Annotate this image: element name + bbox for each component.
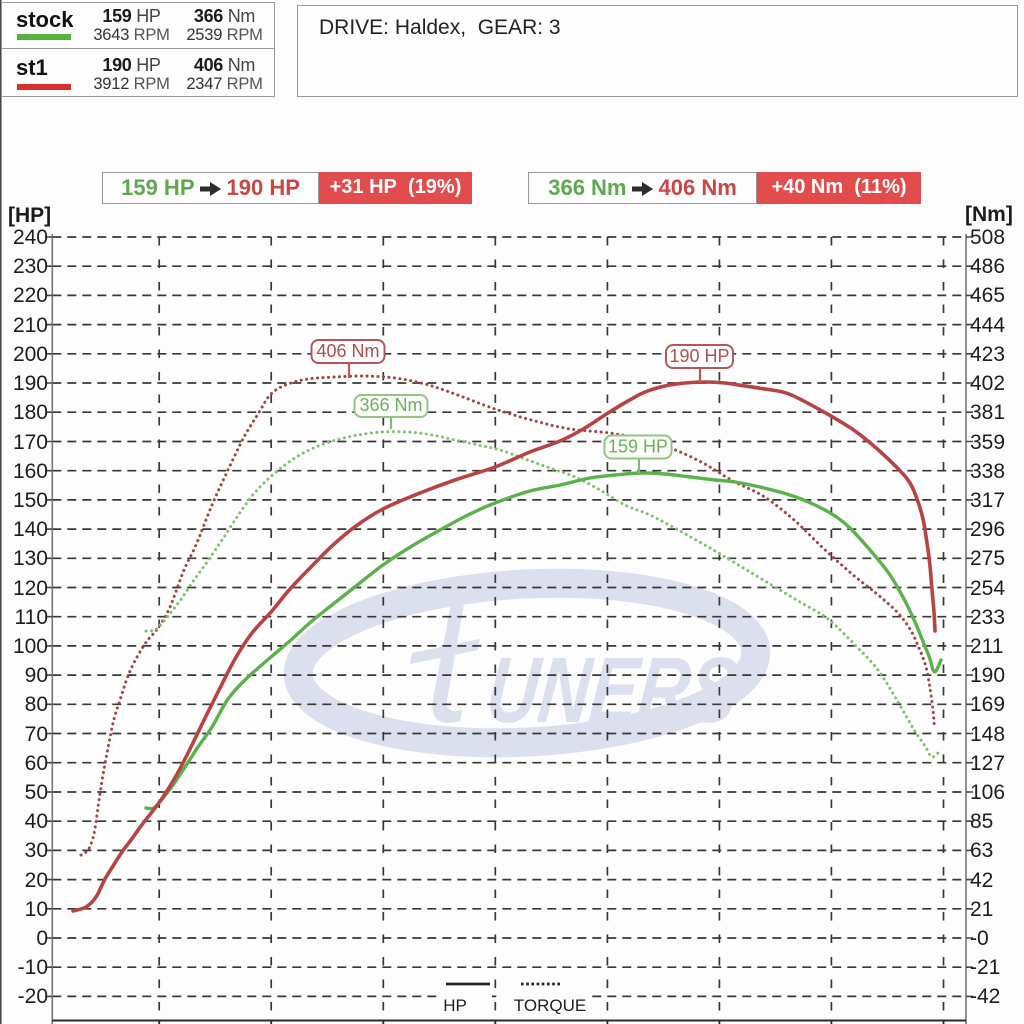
- svg-text:159 HP: 159 HP: [608, 437, 668, 457]
- svg-text:HP: HP: [443, 996, 467, 1015]
- svg-text:366 Nm: 366 Nm: [359, 395, 422, 415]
- svg-text:406 Nm: 406 Nm: [316, 341, 379, 361]
- svg-text:TORQUE: TORQUE: [514, 996, 586, 1015]
- svg-text:190 HP: 190 HP: [669, 346, 729, 366]
- svg-text:UNERS: UNERS: [482, 638, 743, 742]
